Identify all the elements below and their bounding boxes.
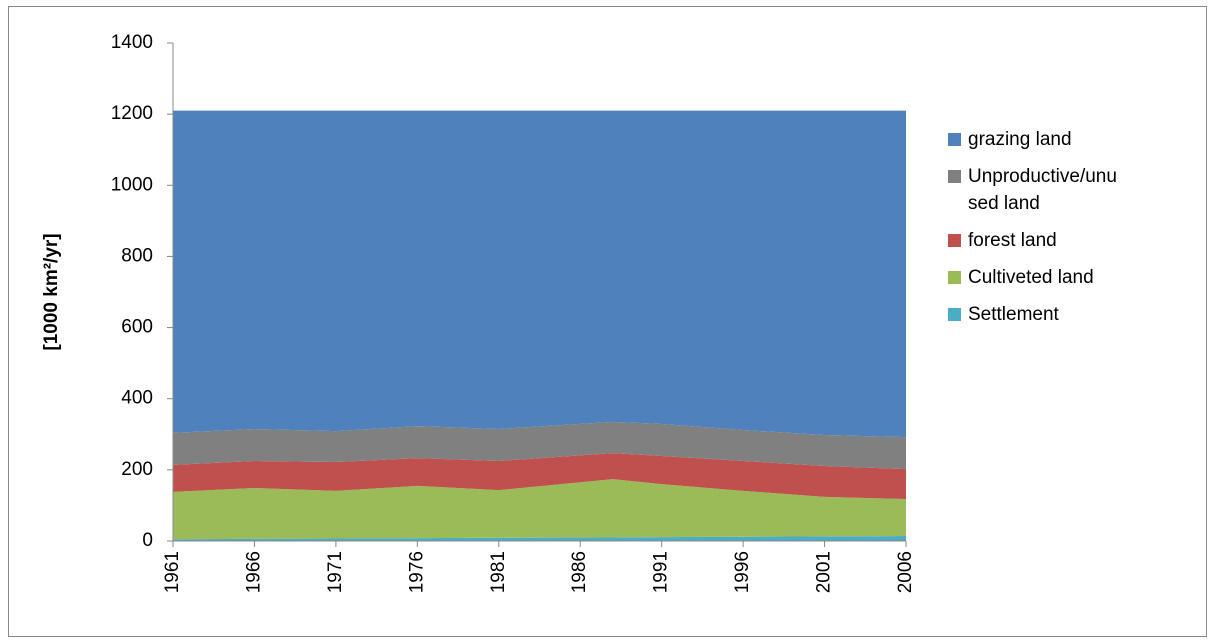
y-tick-label: 1200	[111, 103, 153, 124]
legend-swatch	[948, 170, 961, 183]
y-tick-label: 200	[121, 459, 153, 480]
legend-label: Cultiveted land	[968, 267, 1094, 288]
legend-swatch	[948, 308, 961, 321]
x-tick-label: 1966	[243, 551, 264, 593]
x-tick-label: 1976	[406, 551, 427, 593]
x-tick-label: 1991	[651, 551, 672, 593]
legend-swatch	[948, 234, 961, 247]
legend-label: Unproductive/unused land	[968, 166, 1117, 214]
y-tick-label: 800	[121, 245, 153, 266]
y-tick-label: 400	[121, 388, 153, 409]
legend-swatch	[948, 133, 961, 146]
y-axis-label: [1000 km²/yr]	[41, 233, 62, 350]
x-tick-label: 1961	[162, 551, 183, 593]
y-tick-label: 600	[121, 317, 153, 338]
legend-item: Settlement	[948, 301, 1118, 328]
legend-item: forest land	[948, 227, 1118, 254]
y-tick-label: 1400	[111, 32, 153, 53]
x-tick-label: 1986	[569, 551, 590, 593]
area	[173, 536, 906, 541]
y-tick-label: 0	[142, 530, 153, 551]
area	[173, 421, 906, 470]
x-tick-label: 1996	[732, 551, 753, 593]
x-tick-label: 2006	[895, 551, 916, 593]
chart-border	[8, 6, 1207, 637]
y-tick-label: 1000	[111, 174, 153, 195]
legend-label: forest land	[968, 230, 1057, 251]
x-tick-label: 1971	[325, 551, 346, 593]
x-tick-label: 2001	[814, 551, 835, 593]
legend-item: Unproductive/unused land	[948, 163, 1118, 217]
area	[173, 479, 906, 540]
legend: grazing land Unproductive/unused land fore…	[948, 126, 1118, 338]
legend-label: Settlement	[968, 304, 1059, 325]
area	[173, 453, 906, 500]
legend-item: grazing land	[948, 126, 1118, 153]
legend-item: Cultiveted land	[948, 264, 1118, 291]
legend-label: grazing land	[968, 129, 1072, 150]
area	[173, 110, 906, 438]
legend-swatch	[948, 271, 961, 284]
x-tick-label: 1981	[488, 551, 509, 593]
